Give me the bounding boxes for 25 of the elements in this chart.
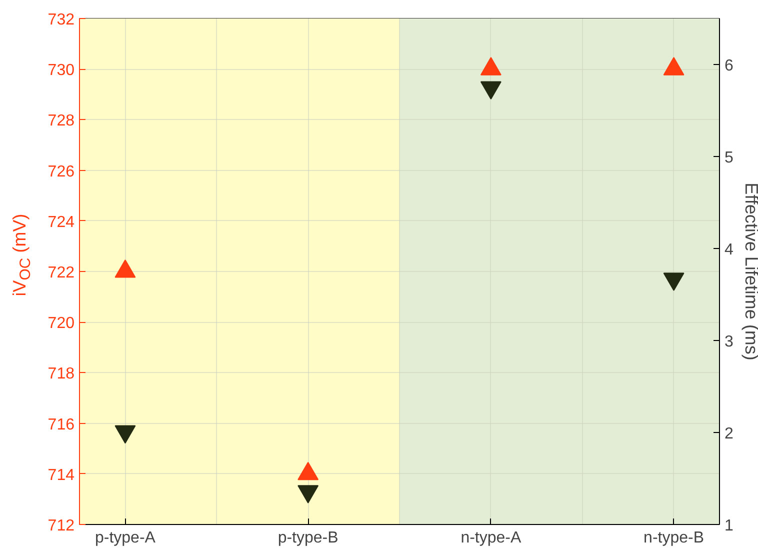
y-tick-label: 712	[48, 518, 75, 534]
y-tick-label: 714	[48, 466, 75, 484]
point	[298, 485, 319, 504]
y2-tick-label: 4	[724, 242, 734, 258]
y-tick-label: 726	[48, 163, 75, 180]
y2-tick-label: 5	[724, 150, 734, 166]
y-tick-label: 722	[48, 264, 75, 282]
y2-tick-label: 6	[724, 58, 734, 74]
y2-tick-label: 3	[724, 334, 734, 350]
y2-tick-label: 1	[724, 518, 734, 534]
y2-tick-label: 2	[724, 426, 734, 442]
y-tick-label: 720	[48, 315, 75, 332]
x-tick-label: p-type-B	[278, 530, 338, 546]
y-tick-label: 718	[48, 366, 75, 383]
x-tick-label: n-type-A	[460, 530, 522, 546]
point	[114, 425, 136, 444]
point	[480, 81, 502, 100]
x-tick-label: n-type-B	[644, 530, 704, 546]
y-tick-label: 724	[48, 214, 75, 231]
y-tick-label: 728	[48, 112, 75, 130]
y-tick-label: 732	[48, 12, 75, 28]
y-tick-label: 730	[48, 62, 75, 80]
y-tick-label: 716	[48, 416, 75, 434]
point	[663, 272, 684, 291]
x-tick-label: p-type-A	[94, 530, 156, 546]
